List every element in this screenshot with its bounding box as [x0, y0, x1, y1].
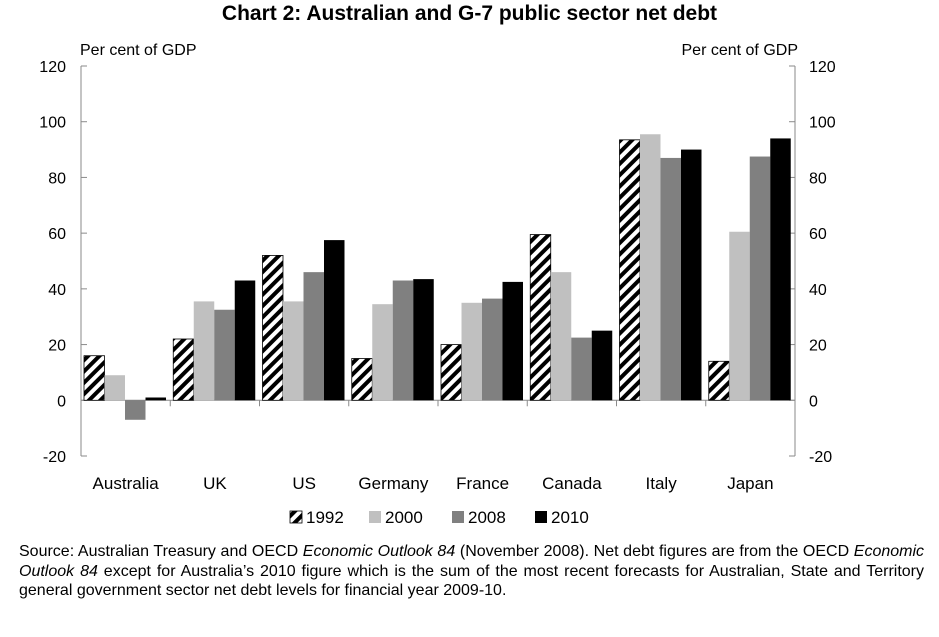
bar-2010-germany — [413, 279, 434, 401]
bars-group — [83, 134, 791, 420]
left-axis-label: Per cent of GDP — [80, 42, 197, 59]
right-tick-label: 60 — [809, 226, 827, 243]
category-label: Australia — [93, 474, 160, 493]
source-publication-1: Economic Outlook 84 — [302, 543, 456, 560]
bar-2000-uk — [193, 301, 215, 401]
bar-2008-uk — [214, 309, 235, 401]
bar-chart: Per cent of GDP Per cent of GDP -20 -20 0 0… — [39, 42, 836, 527]
axes-group: -20 -20 0 0 20 20 40 40 60 60 80 80 100 100 120 120 Aust… — [39, 59, 836, 493]
bar-2010-canada — [591, 330, 613, 401]
legend-label-2000: 2000 — [385, 508, 423, 527]
bar-2008-canada — [571, 337, 592, 401]
legend: 1992 2000 2008 2010 — [289, 508, 589, 527]
left-tick-label: -20 — [43, 449, 66, 466]
bar-2008-france — [482, 298, 503, 401]
bar-2008-germany — [392, 280, 414, 401]
source-suffix: except for Australia’s 2010 figure which… — [19, 562, 924, 600]
right-tick-label: 0 — [809, 393, 818, 410]
left-tick-label: 40 — [48, 282, 66, 299]
bar-2000-us — [283, 301, 304, 401]
legend-label-2008: 2008 — [468, 508, 506, 527]
bar-2000-germany — [372, 304, 393, 401]
left-tick-label: 100 — [39, 115, 66, 132]
left-tick-label: 20 — [48, 338, 66, 355]
right-tick-label: -20 — [809, 449, 832, 466]
bar-1992-france — [440, 344, 462, 401]
bar-2010-japan — [770, 138, 791, 401]
right-tick-label: 20 — [809, 338, 827, 355]
legend-label-2010: 2010 — [551, 508, 589, 527]
right-tick-label: 120 — [809, 59, 836, 76]
left-tick-label: 120 — [39, 59, 66, 76]
legend-swatch-2000 — [369, 511, 381, 523]
bar-1992-canada — [529, 234, 552, 401]
right-tick-label: 80 — [809, 170, 827, 187]
bar-2008-us — [303, 272, 324, 401]
category-label: Italy — [646, 474, 678, 493]
category-label: Germany — [358, 474, 428, 493]
bar-1992-germany — [351, 358, 373, 401]
left-tick-label: 80 — [48, 170, 66, 187]
legend-label-1992: 1992 — [306, 508, 344, 527]
source-note: Source: Australian Treasury and OECD Eco… — [19, 542, 924, 601]
legend-swatch-1992 — [289, 510, 303, 524]
bar-2010-australia — [145, 397, 166, 401]
bar-2010-italy — [681, 149, 702, 401]
bar-2000-france — [461, 302, 482, 401]
bar-2008-japan — [749, 156, 771, 401]
category-label: Japan — [727, 474, 773, 493]
left-tick-label: 60 — [48, 226, 66, 243]
source-publication-2: Economic Outlook 84 — [19, 543, 925, 580]
right-axis-label: Per cent of GDP — [682, 42, 799, 59]
bar-2000-italy — [640, 134, 661, 401]
source-middle: (November 2008). Net debt figures are fr… — [455, 543, 854, 560]
right-tick-label: 40 — [809, 282, 827, 299]
chart-title: Chart 2: Australian and G-7 public secto… — [221, 2, 718, 25]
category-label: US — [292, 474, 316, 493]
bar-2000-japan — [729, 231, 750, 401]
bar-2000-canada — [550, 272, 572, 401]
bar-2000-australia — [104, 375, 125, 401]
bar-2008-italy — [660, 157, 681, 401]
bar-1992-italy — [619, 139, 641, 401]
bar-1992-australia — [83, 355, 105, 401]
legend-swatch-2008 — [452, 511, 464, 523]
category-label: UK — [203, 474, 227, 493]
bar-1992-japan — [708, 360, 730, 401]
category-label: France — [456, 474, 509, 493]
bar-1992-us — [262, 255, 284, 401]
legend-swatch-2010 — [535, 511, 547, 523]
source-prefix: Source: Australian Treasury and OECD — [19, 543, 303, 560]
right-tick-label: 100 — [809, 115, 836, 132]
bar-2010-uk — [234, 280, 256, 401]
bar-2008-australia — [125, 400, 146, 420]
bar-2010-france — [502, 281, 523, 401]
bar-2010-us — [324, 240, 345, 401]
left-tick-label: 0 — [57, 393, 66, 410]
category-label: Canada — [542, 474, 602, 493]
bar-1992-uk — [172, 338, 195, 401]
